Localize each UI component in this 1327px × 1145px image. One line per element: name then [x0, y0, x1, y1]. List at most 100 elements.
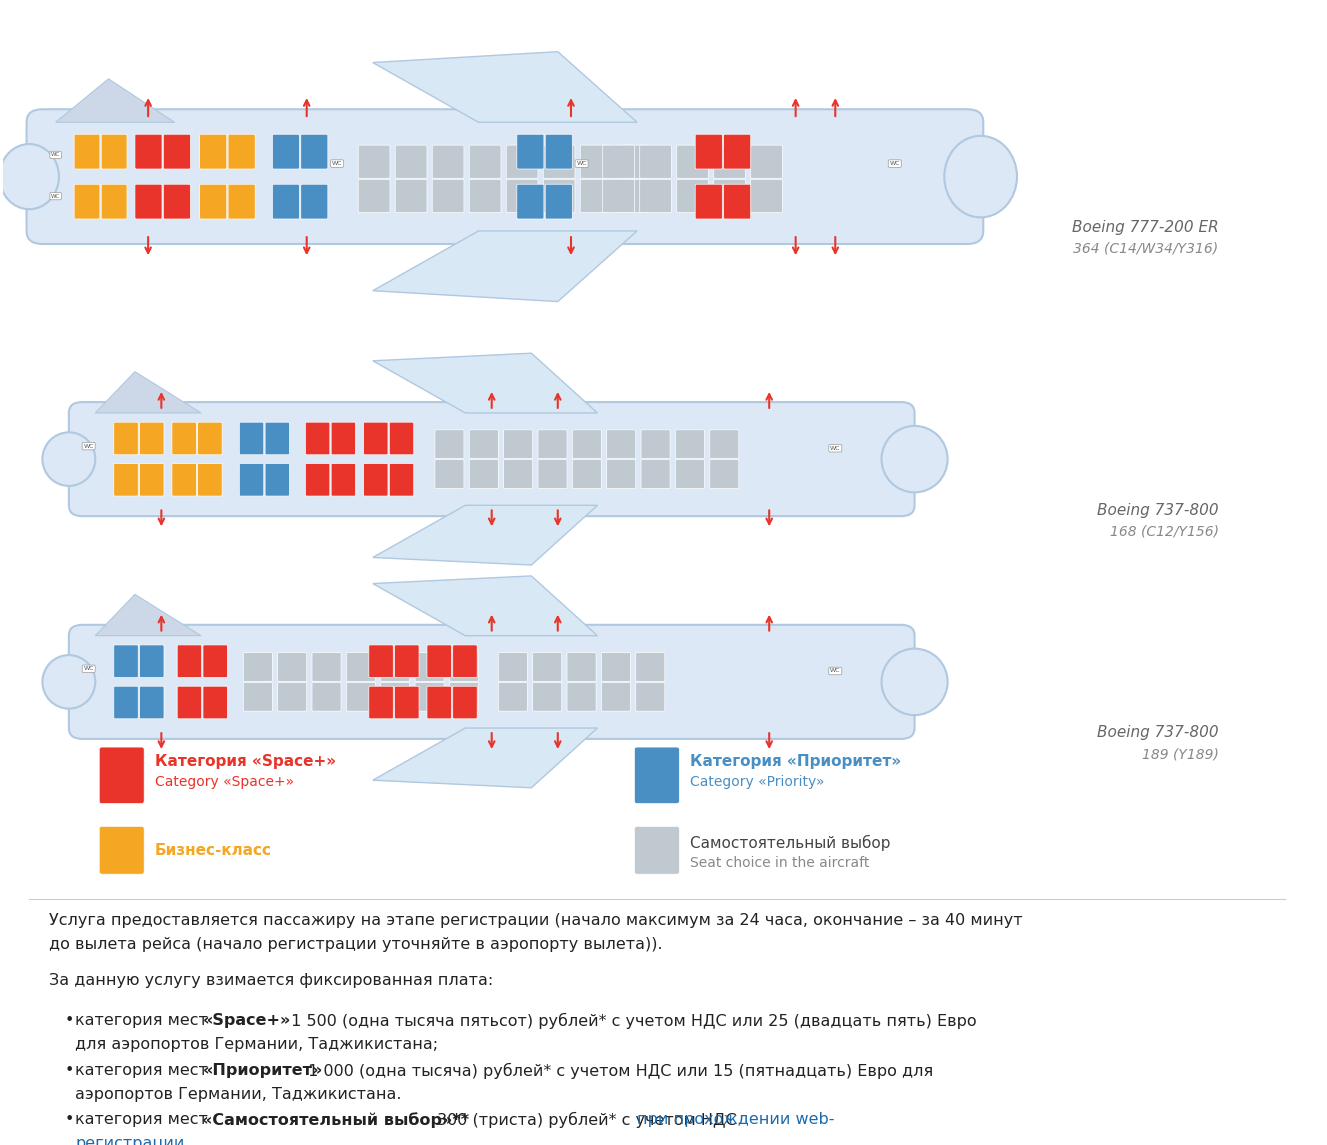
FancyBboxPatch shape — [358, 180, 390, 213]
FancyBboxPatch shape — [74, 134, 100, 169]
FancyBboxPatch shape — [435, 429, 464, 459]
Text: •: • — [65, 1064, 74, 1079]
Text: WC: WC — [84, 666, 94, 671]
FancyBboxPatch shape — [714, 180, 746, 213]
Text: 189 (Y189): 189 (Y189) — [1141, 747, 1218, 761]
Text: категория мест: категория мест — [76, 1112, 214, 1127]
FancyBboxPatch shape — [470, 145, 502, 179]
Ellipse shape — [0, 144, 58, 210]
FancyBboxPatch shape — [580, 145, 612, 179]
Polygon shape — [373, 231, 637, 301]
FancyBboxPatch shape — [567, 653, 596, 681]
FancyBboxPatch shape — [601, 653, 630, 681]
FancyBboxPatch shape — [606, 459, 636, 489]
FancyBboxPatch shape — [516, 184, 544, 219]
FancyBboxPatch shape — [504, 459, 532, 489]
FancyBboxPatch shape — [135, 184, 162, 219]
FancyBboxPatch shape — [332, 423, 356, 455]
FancyBboxPatch shape — [499, 653, 527, 681]
Text: «Space+»: «Space+» — [202, 1013, 291, 1028]
Text: 364 (C14/W34/Y316): 364 (C14/W34/Y316) — [1074, 242, 1218, 255]
FancyBboxPatch shape — [27, 109, 983, 244]
Text: 1 500 (одна тысяча пятьсот) рублей* с учетом НДС или 25 (двадцать пять) Евро: 1 500 (одна тысяча пятьсот) рублей* с уч… — [285, 1013, 977, 1029]
FancyBboxPatch shape — [617, 180, 649, 213]
FancyBboxPatch shape — [433, 145, 464, 179]
FancyBboxPatch shape — [135, 134, 162, 169]
FancyBboxPatch shape — [634, 827, 679, 874]
FancyBboxPatch shape — [114, 645, 138, 678]
FancyBboxPatch shape — [504, 429, 532, 459]
Text: аэропортов Германии, Таджикистана.: аэропортов Германии, Таджикистана. — [76, 1087, 402, 1103]
FancyBboxPatch shape — [636, 653, 665, 681]
FancyBboxPatch shape — [572, 459, 601, 489]
FancyBboxPatch shape — [101, 134, 127, 169]
FancyBboxPatch shape — [675, 459, 705, 489]
FancyBboxPatch shape — [178, 645, 202, 678]
Polygon shape — [56, 79, 175, 123]
FancyBboxPatch shape — [634, 747, 679, 804]
FancyBboxPatch shape — [69, 402, 914, 516]
Text: «Приоритет»: «Приоритет» — [202, 1064, 322, 1079]
FancyBboxPatch shape — [695, 134, 722, 169]
FancyBboxPatch shape — [305, 423, 330, 455]
Text: Boeing 777-200 ER: Boeing 777-200 ER — [1072, 220, 1218, 235]
FancyBboxPatch shape — [301, 184, 328, 219]
Text: Boeing 737-800: Boeing 737-800 — [1097, 725, 1218, 741]
Text: WC: WC — [829, 445, 840, 451]
FancyBboxPatch shape — [277, 653, 307, 681]
Text: Услуга предоставляется пассажиру на этапе регистрации (начало максимум за 24 час: Услуга предоставляется пассажиру на этап… — [49, 914, 1023, 929]
FancyBboxPatch shape — [677, 145, 709, 179]
Text: до вылета рейса (начало регистрации уточняйте в аэропорту вылета)).: до вылета рейса (начало регистрации уточ… — [49, 938, 662, 953]
FancyBboxPatch shape — [723, 134, 751, 169]
FancyBboxPatch shape — [415, 653, 445, 681]
FancyBboxPatch shape — [394, 645, 419, 678]
FancyBboxPatch shape — [580, 180, 612, 213]
Text: •: • — [65, 1013, 74, 1028]
Text: WC: WC — [84, 443, 94, 449]
FancyBboxPatch shape — [381, 653, 410, 681]
Text: Самостоятельный выбор: Самостоятельный выбор — [690, 835, 890, 851]
FancyBboxPatch shape — [602, 180, 634, 213]
FancyBboxPatch shape — [567, 682, 596, 711]
Text: при прохождении web-: при прохождении web- — [637, 1112, 835, 1127]
Text: Категория «Space+»: Категория «Space+» — [155, 753, 336, 768]
Text: «Самостоятельный выбор»**: «Самостоятельный выбор»** — [202, 1112, 470, 1128]
FancyBboxPatch shape — [265, 464, 289, 496]
FancyBboxPatch shape — [435, 459, 464, 489]
FancyBboxPatch shape — [198, 464, 222, 496]
FancyBboxPatch shape — [723, 184, 751, 219]
Text: категория мест: категория мест — [76, 1064, 214, 1079]
FancyBboxPatch shape — [239, 464, 264, 496]
FancyBboxPatch shape — [346, 682, 376, 711]
FancyBboxPatch shape — [114, 464, 138, 496]
FancyBboxPatch shape — [69, 625, 914, 739]
FancyBboxPatch shape — [228, 134, 255, 169]
Text: Бизнес-класс: Бизнес-класс — [155, 843, 272, 858]
FancyBboxPatch shape — [394, 686, 419, 719]
Text: 1 000 (одна тысяча) рублей* с учетом НДС или 15 (пятнадцать) Евро для: 1 000 (одна тысяча) рублей* с учетом НДС… — [303, 1064, 933, 1080]
Text: WC: WC — [829, 669, 840, 673]
FancyBboxPatch shape — [710, 429, 739, 459]
FancyBboxPatch shape — [301, 134, 328, 169]
Text: Category «Space+»: Category «Space+» — [155, 775, 293, 789]
FancyBboxPatch shape — [265, 423, 289, 455]
FancyBboxPatch shape — [675, 429, 705, 459]
FancyBboxPatch shape — [272, 134, 300, 169]
FancyBboxPatch shape — [537, 459, 567, 489]
Ellipse shape — [881, 648, 947, 716]
FancyBboxPatch shape — [545, 184, 572, 219]
FancyBboxPatch shape — [305, 464, 330, 496]
FancyBboxPatch shape — [543, 145, 575, 179]
FancyBboxPatch shape — [203, 686, 227, 719]
FancyBboxPatch shape — [395, 180, 427, 213]
FancyBboxPatch shape — [74, 184, 100, 219]
FancyBboxPatch shape — [381, 682, 410, 711]
FancyBboxPatch shape — [606, 429, 636, 459]
Ellipse shape — [42, 655, 96, 709]
Ellipse shape — [42, 433, 96, 485]
FancyBboxPatch shape — [641, 429, 670, 459]
FancyBboxPatch shape — [199, 184, 227, 219]
FancyBboxPatch shape — [532, 682, 561, 711]
Text: WC: WC — [889, 161, 900, 166]
Text: 168 (C12/Y156): 168 (C12/Y156) — [1109, 524, 1218, 538]
